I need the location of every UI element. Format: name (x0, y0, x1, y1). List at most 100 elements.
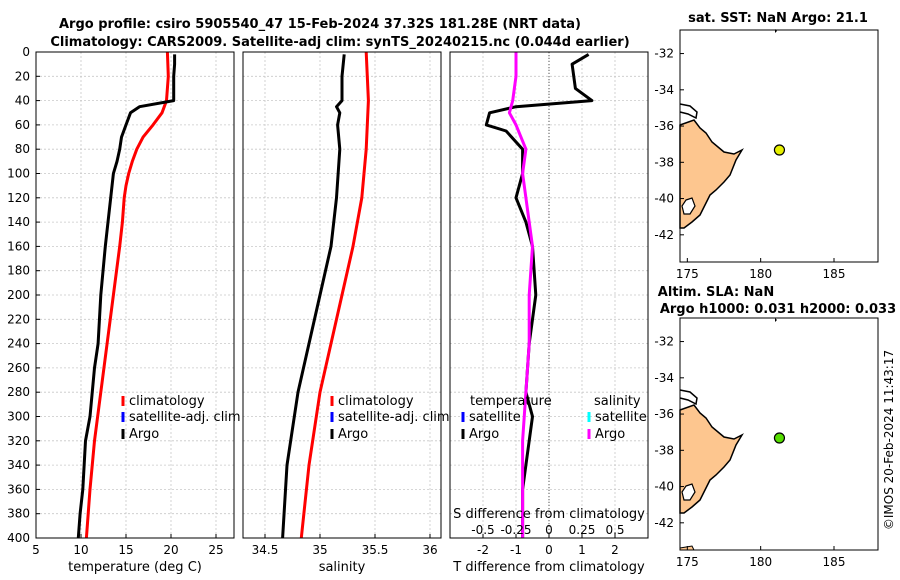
figure-title-line1: Argo profile: csiro 5905540_47 15-Feb-20… (59, 17, 581, 32)
sla-map-panel: Altim. SLA: NaN Argo h1000: 0.031 h2000:… (654, 285, 896, 569)
sst-map-panel: sat. SST: NaN Argo: 21.1 175 180 185 -42 -40… (654, 11, 879, 281)
s-difference-tick-label: 0.5 (605, 523, 624, 537)
legend-label-argo: Argo (129, 427, 159, 442)
sst-map-title: sat. SST: NaN Argo: 21.1 (688, 11, 868, 26)
y-tick-label: 120 (7, 191, 30, 205)
sla-map-ticks: 175 180 185 -42 -40 -38 -36 -34 -32 (654, 335, 845, 569)
lon-tick-label: 185 (823, 267, 846, 281)
argo-location-marker (773, 432, 786, 444)
legend-label-s-satellite: satellite (595, 410, 647, 425)
coast-inlet (681, 197, 696, 215)
coast-fragment (679, 103, 698, 120)
s-difference-tick-label: -0.25 (500, 523, 531, 537)
legend-label-climatology: climatology (338, 394, 414, 409)
x-tick-label: 36 (422, 543, 437, 557)
x-tick-label: 1 (578, 543, 586, 557)
lat-tick-label: -36 (654, 407, 674, 421)
temperature-ticks: 5 10 15 20 25 (32, 534, 224, 557)
legend-label-climatology: climatology (129, 394, 205, 409)
lat-tick-label: -42 (654, 228, 674, 242)
y-tick-label: 0 (22, 45, 30, 59)
coast-inlet (681, 483, 696, 501)
temperature-legend: climatology satellite-adj. clim Argo (121, 394, 241, 442)
figure-title-line2: Climatology: CARS2009. Satellite-adj cli… (50, 35, 629, 50)
y-tick-label: 380 (7, 507, 30, 521)
legend-label-t-satellite: satellite (469, 410, 521, 425)
salinity-xlabel: salinity (319, 560, 366, 575)
x-tick-label: 15 (118, 543, 133, 557)
lat-tick-label: -34 (654, 83, 674, 97)
difference-legend: temperature satellite Argo salinity sate… (461, 394, 647, 442)
t-difference-ticks: -2 -1 0 1 2 (477, 534, 619, 557)
legend-heading-salinity: salinity (594, 394, 641, 409)
y-tick-label: 260 (7, 361, 30, 375)
lat-tick-label: -42 (654, 516, 674, 530)
lat-tick-label: -32 (654, 47, 674, 61)
s-difference-xlabel: S difference from climatology (453, 507, 645, 522)
coast-fragment (679, 389, 698, 406)
sst-marker-group (773, 144, 786, 156)
x-tick-label: 2 (611, 543, 619, 557)
land-mass (679, 29, 777, 229)
s-difference-tick-label: 0.25 (569, 523, 596, 537)
sst-map-ticks: 175 180 185 -42 -40 -38 -36 -34 -32 (654, 47, 845, 281)
depth-ticks: 0 20 40 60 80 100 120 140 160 180 200 220 240 260 280 3… (7, 45, 40, 545)
lon-tick-label: 175 (676, 555, 699, 569)
sla-map-title-line2: Argo h1000: 0.031 h2000: 0.033 (660, 302, 896, 317)
lat-tick-label: -40 (654, 480, 674, 494)
y-tick-label: 140 (7, 215, 30, 229)
salinity-axes-box (242, 51, 442, 539)
temperature-series (76, 51, 177, 539)
salinity-ticks: 34.5 35 35.5 36 (252, 534, 438, 557)
land-mass (679, 318, 777, 551)
salinity-legend: climatology satellite-adj. clim Argo (330, 394, 450, 442)
x-tick-label: 35.5 (362, 543, 389, 557)
sla-map-axes-box (679, 317, 879, 551)
lon-tick-label: 180 (749, 267, 772, 281)
series-line-climatology (299, 51, 370, 539)
lon-tick-label: 180 (749, 555, 772, 569)
y-tick-label: 320 (7, 434, 30, 448)
y-tick-label: 20 (15, 69, 30, 83)
legend-label-satellite-adj: satellite-adj. clim (338, 410, 450, 425)
salinity-series (281, 51, 370, 539)
x-tick-label: 35 (312, 543, 327, 557)
lat-tick-label: -36 (654, 119, 674, 133)
t-difference-xlabel: T difference from climatology (452, 560, 645, 575)
lon-tick-label: 175 (676, 267, 699, 281)
y-tick-label: 240 (7, 337, 30, 351)
series-line-s-difference-argo (507, 52, 534, 538)
y-tick-label: 200 (7, 288, 30, 302)
coastline (679, 119, 744, 229)
salinity-panel: 34.5 35 35.5 36 salinity climatology satell… (242, 51, 450, 575)
series-line-climatology (84, 51, 170, 539)
temperature-grid (35, 51, 234, 539)
s-difference-tick-label: 0 (545, 523, 553, 537)
y-tick-label: 40 (15, 94, 30, 108)
lat-tick-label: -34 (654, 371, 674, 385)
sst-map-axes-box (679, 29, 879, 263)
y-tick-label: 80 (15, 142, 30, 156)
salinity-grid (243, 51, 441, 539)
lat-tick-label: -40 (654, 192, 674, 206)
lon-tick-label: 185 (823, 555, 846, 569)
y-tick-label: 360 (7, 482, 30, 496)
series-line-argo (76, 54, 177, 539)
y-tick-label: 160 (7, 239, 30, 253)
y-tick-label: 220 (7, 312, 30, 326)
temperature-xlabel: temperature (deg C) (68, 560, 202, 575)
legend-label-satellite-adj: satellite-adj. clim (129, 410, 241, 425)
x-tick-label: 20 (163, 543, 178, 557)
sla-marker-group (773, 432, 786, 444)
x-tick-label: 10 (73, 543, 88, 557)
y-tick-label: 280 (7, 385, 30, 399)
temperature-panel: 5 10 15 20 25 0 20 40 60 80 100 120 140 160 180 200 220… (7, 45, 241, 575)
y-tick-label: 300 (7, 410, 30, 424)
legend-label-t-argo: Argo (469, 427, 499, 442)
difference-panel: -2 -1 0 1 2 -0.5 -0.25 0 0.25 0.5 S difference f… (449, 51, 649, 575)
x-tick-label: 5 (32, 543, 40, 557)
x-tick-label: 0 (545, 543, 553, 557)
y-tick-label: 180 (7, 264, 30, 278)
argo-location-marker (773, 144, 786, 156)
